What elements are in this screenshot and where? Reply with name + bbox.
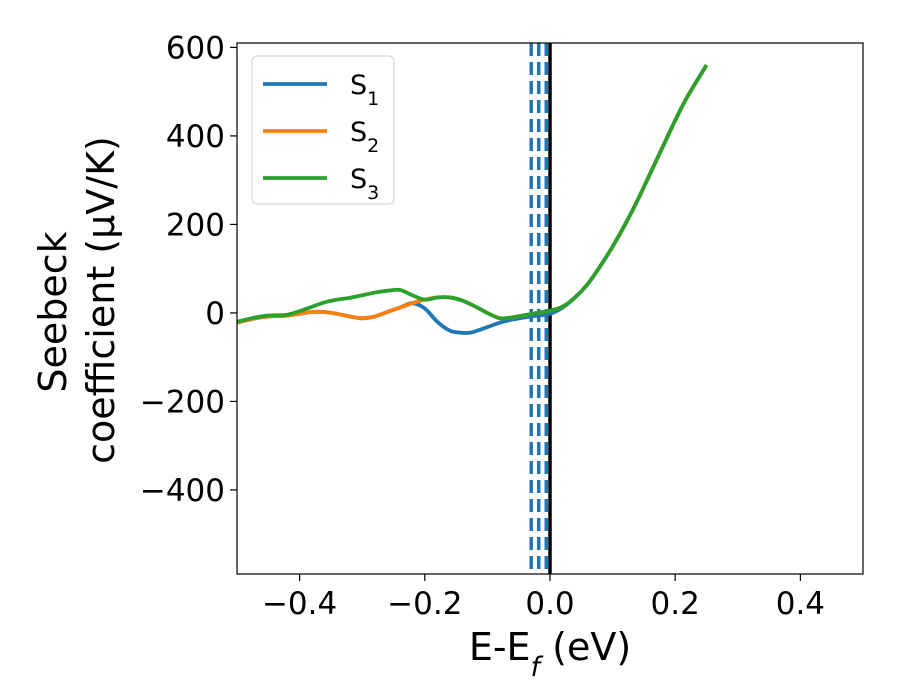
axis-ticks: −0.4 −0.2 0.0 0.2 0.4 600 400 200 0 −200 −400: [140, 30, 825, 622]
y-axis-label-line2: coefficient (μV/K): [79, 136, 123, 464]
y-tick-label: 200: [166, 207, 225, 243]
legend: S1 S2 S3: [251, 55, 395, 205]
y-tick-label: 600: [166, 30, 225, 66]
y-tick-label: −400: [140, 473, 225, 509]
x-tick-label: −0.4: [262, 586, 337, 622]
y-tick-label: 400: [166, 119, 225, 155]
series-lines: [237, 64, 709, 335]
y-tick-label: 0: [205, 296, 225, 332]
series-line-s3: [237, 64, 709, 324]
reference-lines: [529, 43, 552, 574]
x-tick-label: 0.0: [525, 586, 574, 622]
x-tick-label: 0.2: [651, 586, 700, 622]
y-axis-label-line1: Seebeck: [31, 231, 75, 392]
x-tick-label: −0.2: [387, 586, 462, 622]
legend-label-s1: S1: [350, 70, 379, 110]
x-axis-label: E-Ef (eV): [469, 625, 631, 683]
x-tick-label: 0.4: [776, 586, 825, 622]
x-axis-label-unit: (eV): [540, 625, 631, 669]
x-axis-label-main: E-E: [469, 625, 531, 669]
y-tick-label: −200: [140, 384, 225, 420]
legend-label-s3: S3: [350, 164, 379, 204]
legend-label-s2: S2: [350, 117, 379, 157]
